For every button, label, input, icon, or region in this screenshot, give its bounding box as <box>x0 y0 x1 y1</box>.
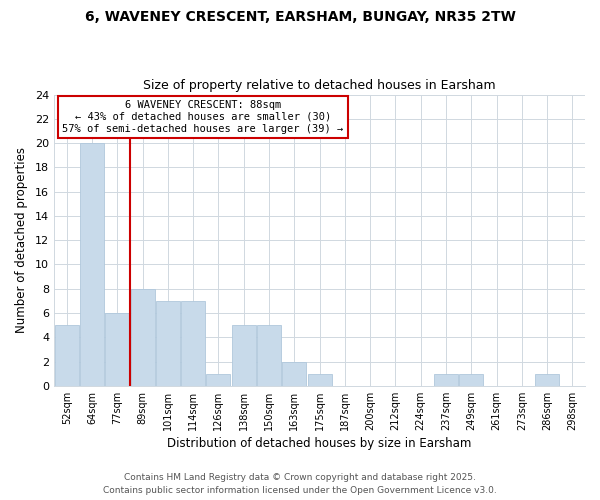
Bar <box>282 362 306 386</box>
Bar <box>181 301 205 386</box>
Y-axis label: Number of detached properties: Number of detached properties <box>15 147 28 333</box>
Bar <box>80 143 104 386</box>
X-axis label: Distribution of detached houses by size in Earsham: Distribution of detached houses by size … <box>167 437 472 450</box>
Bar <box>434 374 458 386</box>
Bar <box>55 325 79 386</box>
Bar <box>105 313 129 386</box>
Bar <box>206 374 230 386</box>
Bar <box>232 325 256 386</box>
Bar <box>459 374 483 386</box>
Text: Contains HM Land Registry data © Crown copyright and database right 2025.
Contai: Contains HM Land Registry data © Crown c… <box>103 474 497 495</box>
Bar <box>131 288 155 386</box>
Bar <box>308 374 332 386</box>
Bar <box>156 301 180 386</box>
Bar <box>535 374 559 386</box>
Bar <box>257 325 281 386</box>
Text: 6, WAVENEY CRESCENT, EARSHAM, BUNGAY, NR35 2TW: 6, WAVENEY CRESCENT, EARSHAM, BUNGAY, NR… <box>85 10 515 24</box>
Title: Size of property relative to detached houses in Earsham: Size of property relative to detached ho… <box>143 79 496 92</box>
Text: 6 WAVENEY CRESCENT: 88sqm
← 43% of detached houses are smaller (30)
57% of semi-: 6 WAVENEY CRESCENT: 88sqm ← 43% of detac… <box>62 100 343 134</box>
